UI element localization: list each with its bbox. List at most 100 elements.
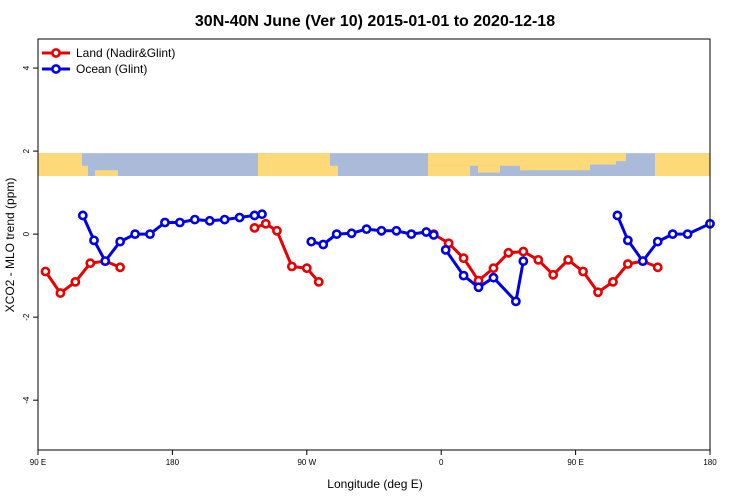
data-point: [376, 225, 387, 236]
x-tick-label: 0: [439, 458, 444, 467]
data-point: [234, 212, 245, 223]
series-layer: [40, 209, 715, 307]
data-point: [503, 247, 514, 258]
data-point: [55, 288, 66, 298]
x-tick-label: 90 E: [567, 458, 583, 467]
map-land: [616, 153, 626, 162]
data-point: [318, 239, 329, 250]
map-land: [428, 165, 470, 176]
data-point: [652, 236, 663, 247]
map-land: [95, 170, 118, 176]
x-tick-label: 180: [703, 458, 717, 467]
series-line: [432, 232, 660, 294]
legend-marker: [51, 48, 61, 58]
data-point: [458, 270, 469, 281]
data-point: [260, 218, 271, 229]
data-point: [637, 256, 648, 267]
data-point: [77, 210, 88, 221]
plot-frame: [37, 38, 711, 451]
data-point: [361, 224, 372, 235]
data-point: [249, 210, 260, 221]
legend-marker: [51, 64, 61, 74]
series-line: [44, 259, 122, 295]
chart-title: 30N-40N June (Ver 10) 2015-01-01 to 2020…: [195, 13, 555, 30]
data-point: [518, 246, 529, 257]
data-point: [257, 209, 267, 220]
map-land: [330, 165, 338, 176]
data-point: [286, 261, 297, 272]
y-tick-label: -2: [22, 313, 31, 321]
data-point: [518, 256, 529, 267]
data-point: [272, 225, 282, 236]
data-point: [667, 229, 678, 240]
y-axis-label: XCO2 - MLO trend (ppm): [3, 178, 17, 313]
y-axis: 4 2 0 -2 -4: [22, 65, 38, 404]
y-tick-label: 2: [22, 148, 31, 153]
series-line: [253, 222, 321, 284]
data-point: [473, 282, 484, 293]
data-point: [115, 236, 126, 247]
data-point: [563, 254, 574, 265]
data-point: [488, 263, 499, 274]
x-axis: 90 E 180 90 W 0 90 E 180: [30, 450, 717, 467]
data-point: [406, 229, 417, 240]
data-point: [189, 214, 200, 225]
data-point: [145, 229, 155, 240]
map-band: [38, 153, 710, 176]
map-land: [590, 153, 616, 165]
data-point: [313, 276, 324, 287]
data-point: [622, 235, 633, 246]
map-land: [478, 165, 500, 173]
data-point: [612, 210, 623, 221]
data-point: [391, 225, 402, 236]
data-point: [85, 258, 96, 269]
data-point: [89, 235, 99, 246]
x-tick-label: 90 W: [297, 458, 316, 467]
map-land: [82, 165, 88, 176]
data-point: [548, 269, 559, 280]
data-point: [578, 266, 588, 277]
legend-label: Ocean (Glint): [76, 62, 147, 76]
map-land: [428, 153, 520, 166]
map-land: [520, 153, 590, 171]
data-point: [40, 266, 51, 277]
map-land: [38, 153, 82, 176]
map-land: [258, 153, 330, 176]
data-point: [306, 236, 317, 247]
data-point: [458, 253, 469, 264]
data-point: [440, 244, 451, 255]
series-line: [444, 248, 525, 303]
data-point: [331, 229, 342, 240]
x-axis-label: Longitude (deg E): [327, 477, 422, 491]
series-line: [309, 227, 436, 246]
legend: Land (Nadir&Glint) Ocean (Glint): [42, 46, 175, 76]
data-point: [593, 287, 603, 298]
data-point: [204, 215, 215, 226]
map-land: [655, 153, 710, 176]
data-point: [100, 256, 111, 267]
data-point: [682, 229, 693, 240]
data-point: [622, 259, 633, 269]
data-point: [510, 296, 521, 307]
series-line: [81, 212, 264, 263]
data-point: [652, 262, 663, 273]
data-point: [249, 222, 260, 233]
y-tick-label: -4: [22, 396, 31, 404]
data-point: [428, 230, 439, 240]
data-point: [219, 214, 230, 225]
x-tick-label: 90 E: [30, 458, 46, 467]
data-point: [174, 217, 185, 228]
data-point: [130, 229, 140, 240]
data-point: [421, 227, 432, 237]
data-point: [301, 263, 312, 274]
legend-label: Land (Nadir&Glint): [76, 46, 175, 60]
data-point: [488, 272, 499, 283]
data-point: [608, 276, 618, 287]
data-point: [115, 262, 126, 273]
data-point: [160, 217, 170, 228]
data-point: [70, 276, 81, 287]
y-tick-label: 4: [22, 65, 31, 70]
series-ocean: [77, 209, 715, 307]
y-tick-label: 0: [22, 231, 31, 236]
